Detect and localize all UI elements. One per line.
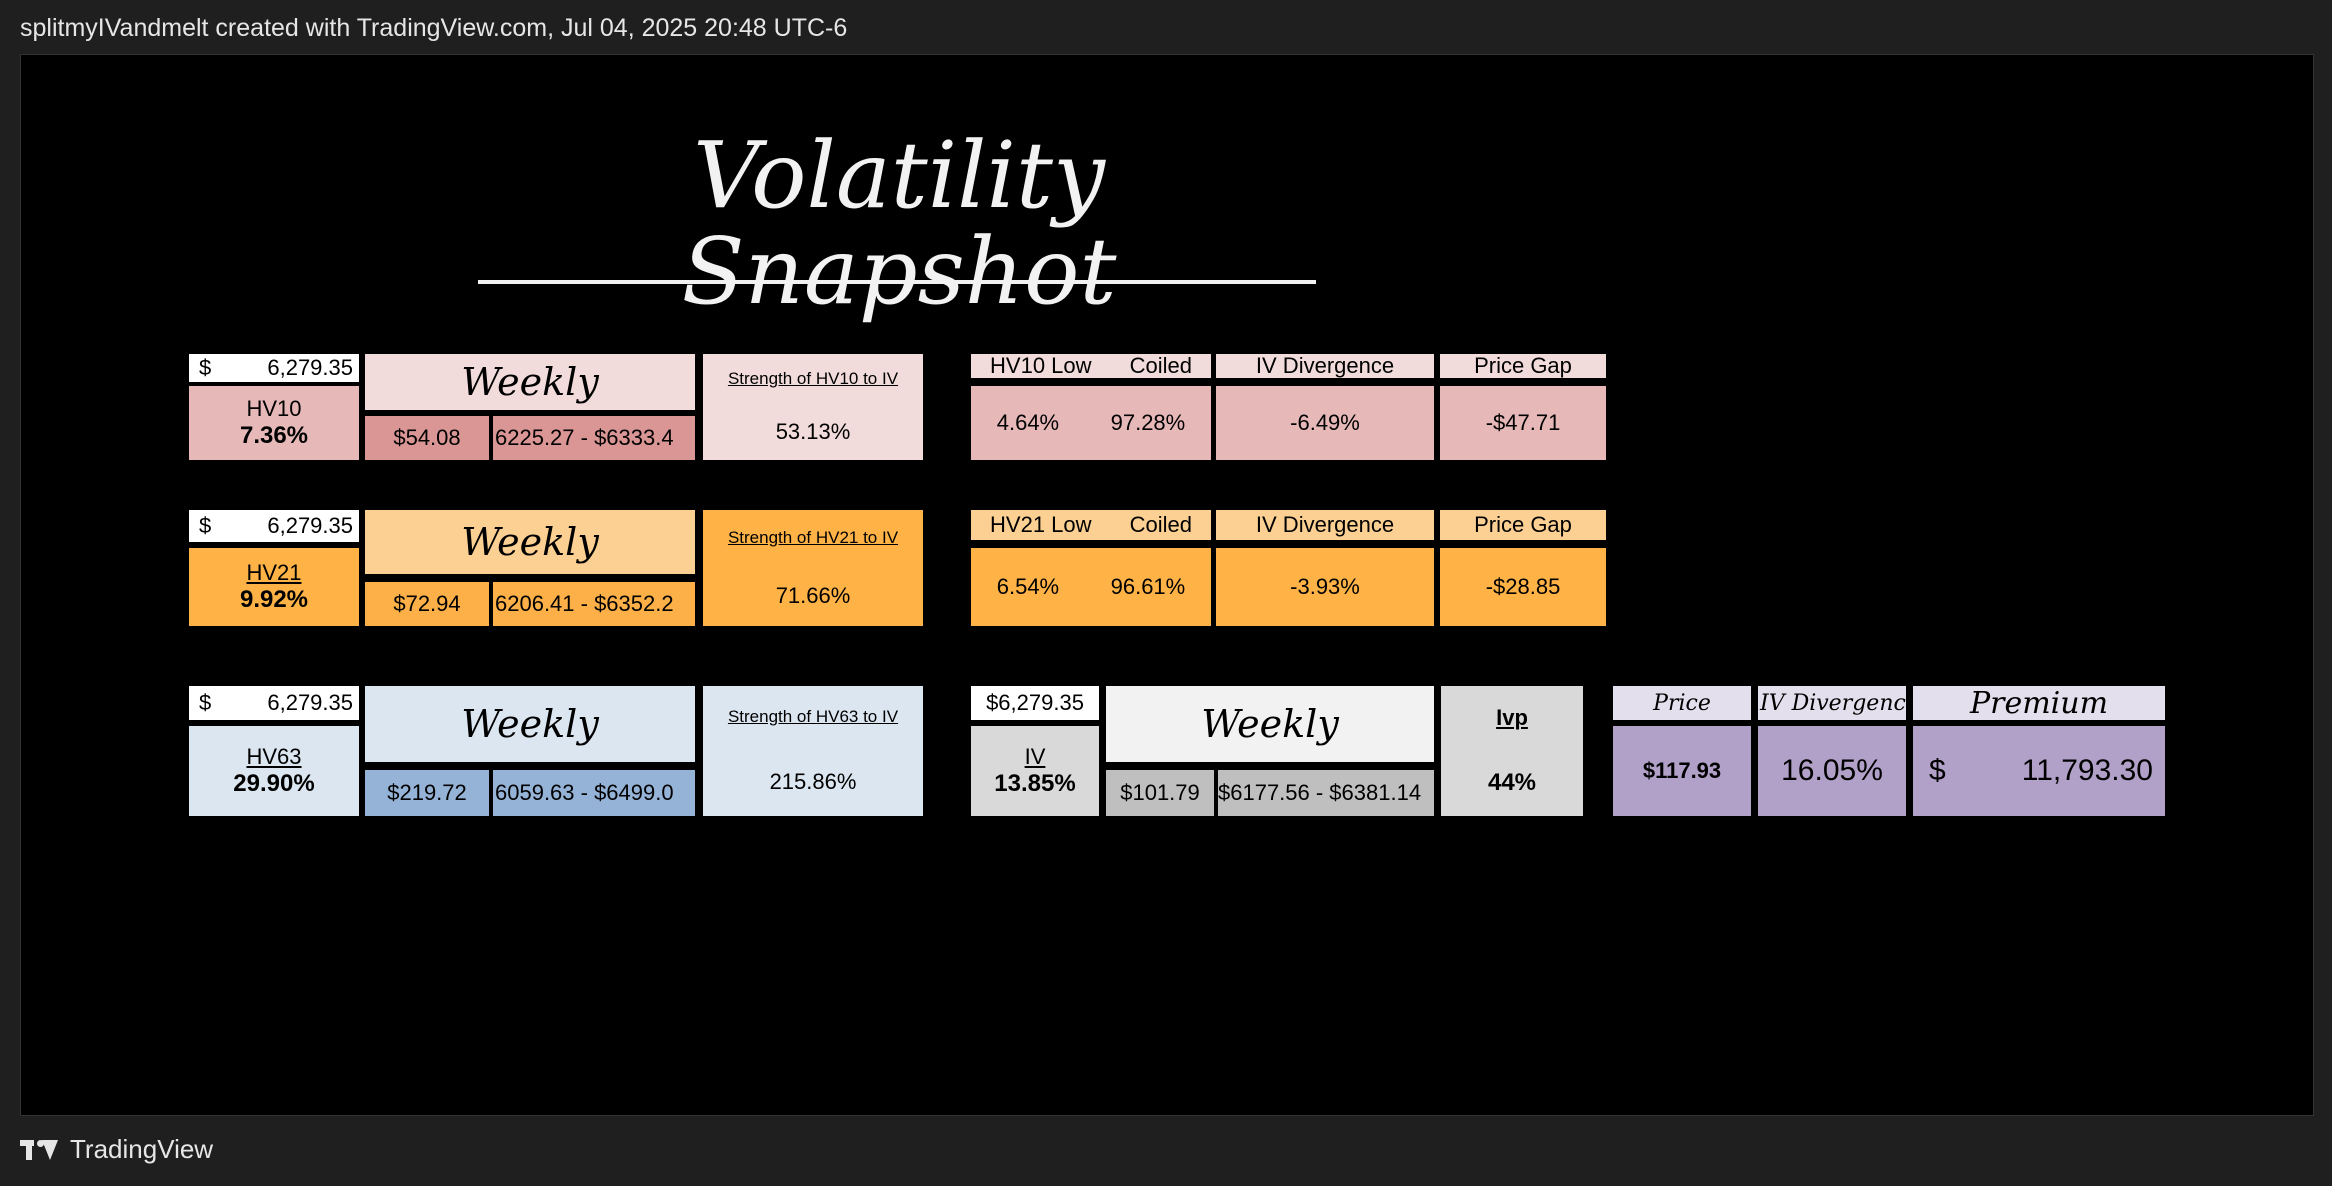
hv10-divergence-label: IV Divergence [1216,354,1434,378]
hv63-weekly-move: $219.72 [365,770,489,816]
footer-brand: TradingView [70,1134,214,1164]
hv10-value: 7.36% [239,422,309,449]
hv10-low-coiled-values: 4.64% 97.28% [971,386,1211,460]
hv21-weekly-range: 6206.41 - $6352.2 [493,582,695,626]
iv-weekly-range: $6177.56 - $6381.14 [1218,770,1434,816]
iv-label: IV [1024,744,1046,769]
hv10-weekly-move: $54.08 [365,416,489,460]
hv21-gap-value: -$28.85 [1440,548,1606,626]
hv21-coiled-label: Coiled [1129,512,1192,537]
premium-value-cell: $ 11,793.30 [1913,726,2165,816]
page-title: Volatility Snapshot [681,122,1117,325]
premium-value: 11,793.30 [2021,754,2153,787]
iv-value-cell: IV 13.85% [971,726,1099,816]
hv10-strength-label: Strength of HV10 to IV [727,369,899,388]
hv63-strength-value: 215.86% [769,769,857,794]
option-price-label: Price [1613,686,1751,720]
tradingview-logo-icon [20,1138,60,1162]
title-underline [478,280,1316,284]
hv21-strength-cell: Strength of HV21 to IV 71.66% [703,510,923,626]
hv21-weekly-header: Weekly [365,510,695,574]
hv21-gap-label: Price Gap [1440,510,1606,540]
hv21-label: HV21 [246,560,302,585]
hv10-price-symbol: $ [199,355,212,380]
hv21-weekly-move: $72.94 [365,582,489,626]
hv63-price: 6,279.35 [267,690,353,715]
hv21-low-coiled-header: HV21 Low Coiled [971,510,1211,540]
hv21-strength-value: 71.66% [775,582,851,608]
hv63-price-cell: $ 6,279.35 [189,686,359,720]
hv63-weekly-header: Weekly [365,686,695,762]
hv10-gap-value: -$47.71 [1440,386,1606,460]
ivp-cell: Ivp 44% [1441,686,1583,816]
iv-divergence-value: 16.05% [1758,726,1906,816]
hv21-coiled-value: 96.61% [1110,574,1186,599]
hv10-label: HV10 [246,396,302,421]
hv21-price: 6,279.35 [267,513,353,538]
hv10-divergence-value: -6.49% [1216,386,1434,460]
iv-divergence-label: IV Divergence [1758,686,1906,720]
hv10-value-cell: HV10 7.36% [189,386,359,460]
hv21-price-symbol: $ [199,513,212,538]
premium-label: Premium [1913,686,2165,720]
hv10-low-coiled-header: HV10 Low Coiled [971,354,1211,378]
iv-price-cell: $6,279.35 [971,686,1099,720]
hv21-low-label: HV21 Low [990,512,1092,537]
hv10-strength-cell: Strength of HV10 to IV 53.13% [703,354,923,460]
hv21-low-value: 6.54% [996,574,1060,599]
hv10-low-label: HV10 Low [990,354,1092,378]
hv21-divergence-label: IV Divergence [1216,510,1434,540]
hv10-gap-label: Price Gap [1440,354,1606,378]
hv10-price-cell: $ 6,279.35 [189,354,359,382]
hv63-price-symbol: $ [199,690,212,715]
hv63-strength-label: Strength of HV63 to IV [727,707,899,726]
hv10-coiled-label: Coiled [1129,354,1192,378]
ivp-value: 44% [1487,769,1537,796]
option-price-value: $117.93 [1613,726,1751,816]
hv63-value: 29.90% [233,770,315,797]
chart-header: splitmyIVandmelt created with TradingVie… [20,14,848,42]
ivp-label: Ivp [1496,705,1528,730]
hv21-divergence-value: -3.93% [1216,548,1434,626]
hv21-strength-label: Strength of HV21 to IV [727,527,899,547]
hv21-price-cell: $ 6,279.35 [189,510,359,542]
hv21-value-cell: HV21 9.92% [189,548,359,626]
hv63-weekly-range: 6059.63 - $6499.0 [493,770,695,816]
iv-weekly-move: $101.79 [1106,770,1214,816]
hv10-weekly-range: 6225.27 - $6333.4 [493,416,695,460]
hv10-weekly-header: Weekly [365,354,695,410]
hv21-low-coiled-values: 6.54% 96.61% [971,548,1211,626]
hv10-strength-value: 53.13% [775,419,851,444]
hv63-label: HV63 [246,744,302,769]
iv-weekly-header: Weekly [1106,686,1434,762]
hv10-coiled-value: 97.28% [1110,410,1186,435]
hv10-price: 6,279.35 [267,355,353,380]
premium-symbol: $ [1929,754,1946,787]
iv-value: 13.85% [994,770,1076,797]
hv10-low-value: 4.64% [996,410,1060,435]
hv63-strength-cell: Strength of HV63 to IV 215.86% [703,686,923,816]
hv21-value: 9.92% [239,586,309,613]
hv63-value-cell: HV63 29.90% [189,726,359,816]
tradingview-footer[interactable]: TradingView [20,1134,213,1165]
